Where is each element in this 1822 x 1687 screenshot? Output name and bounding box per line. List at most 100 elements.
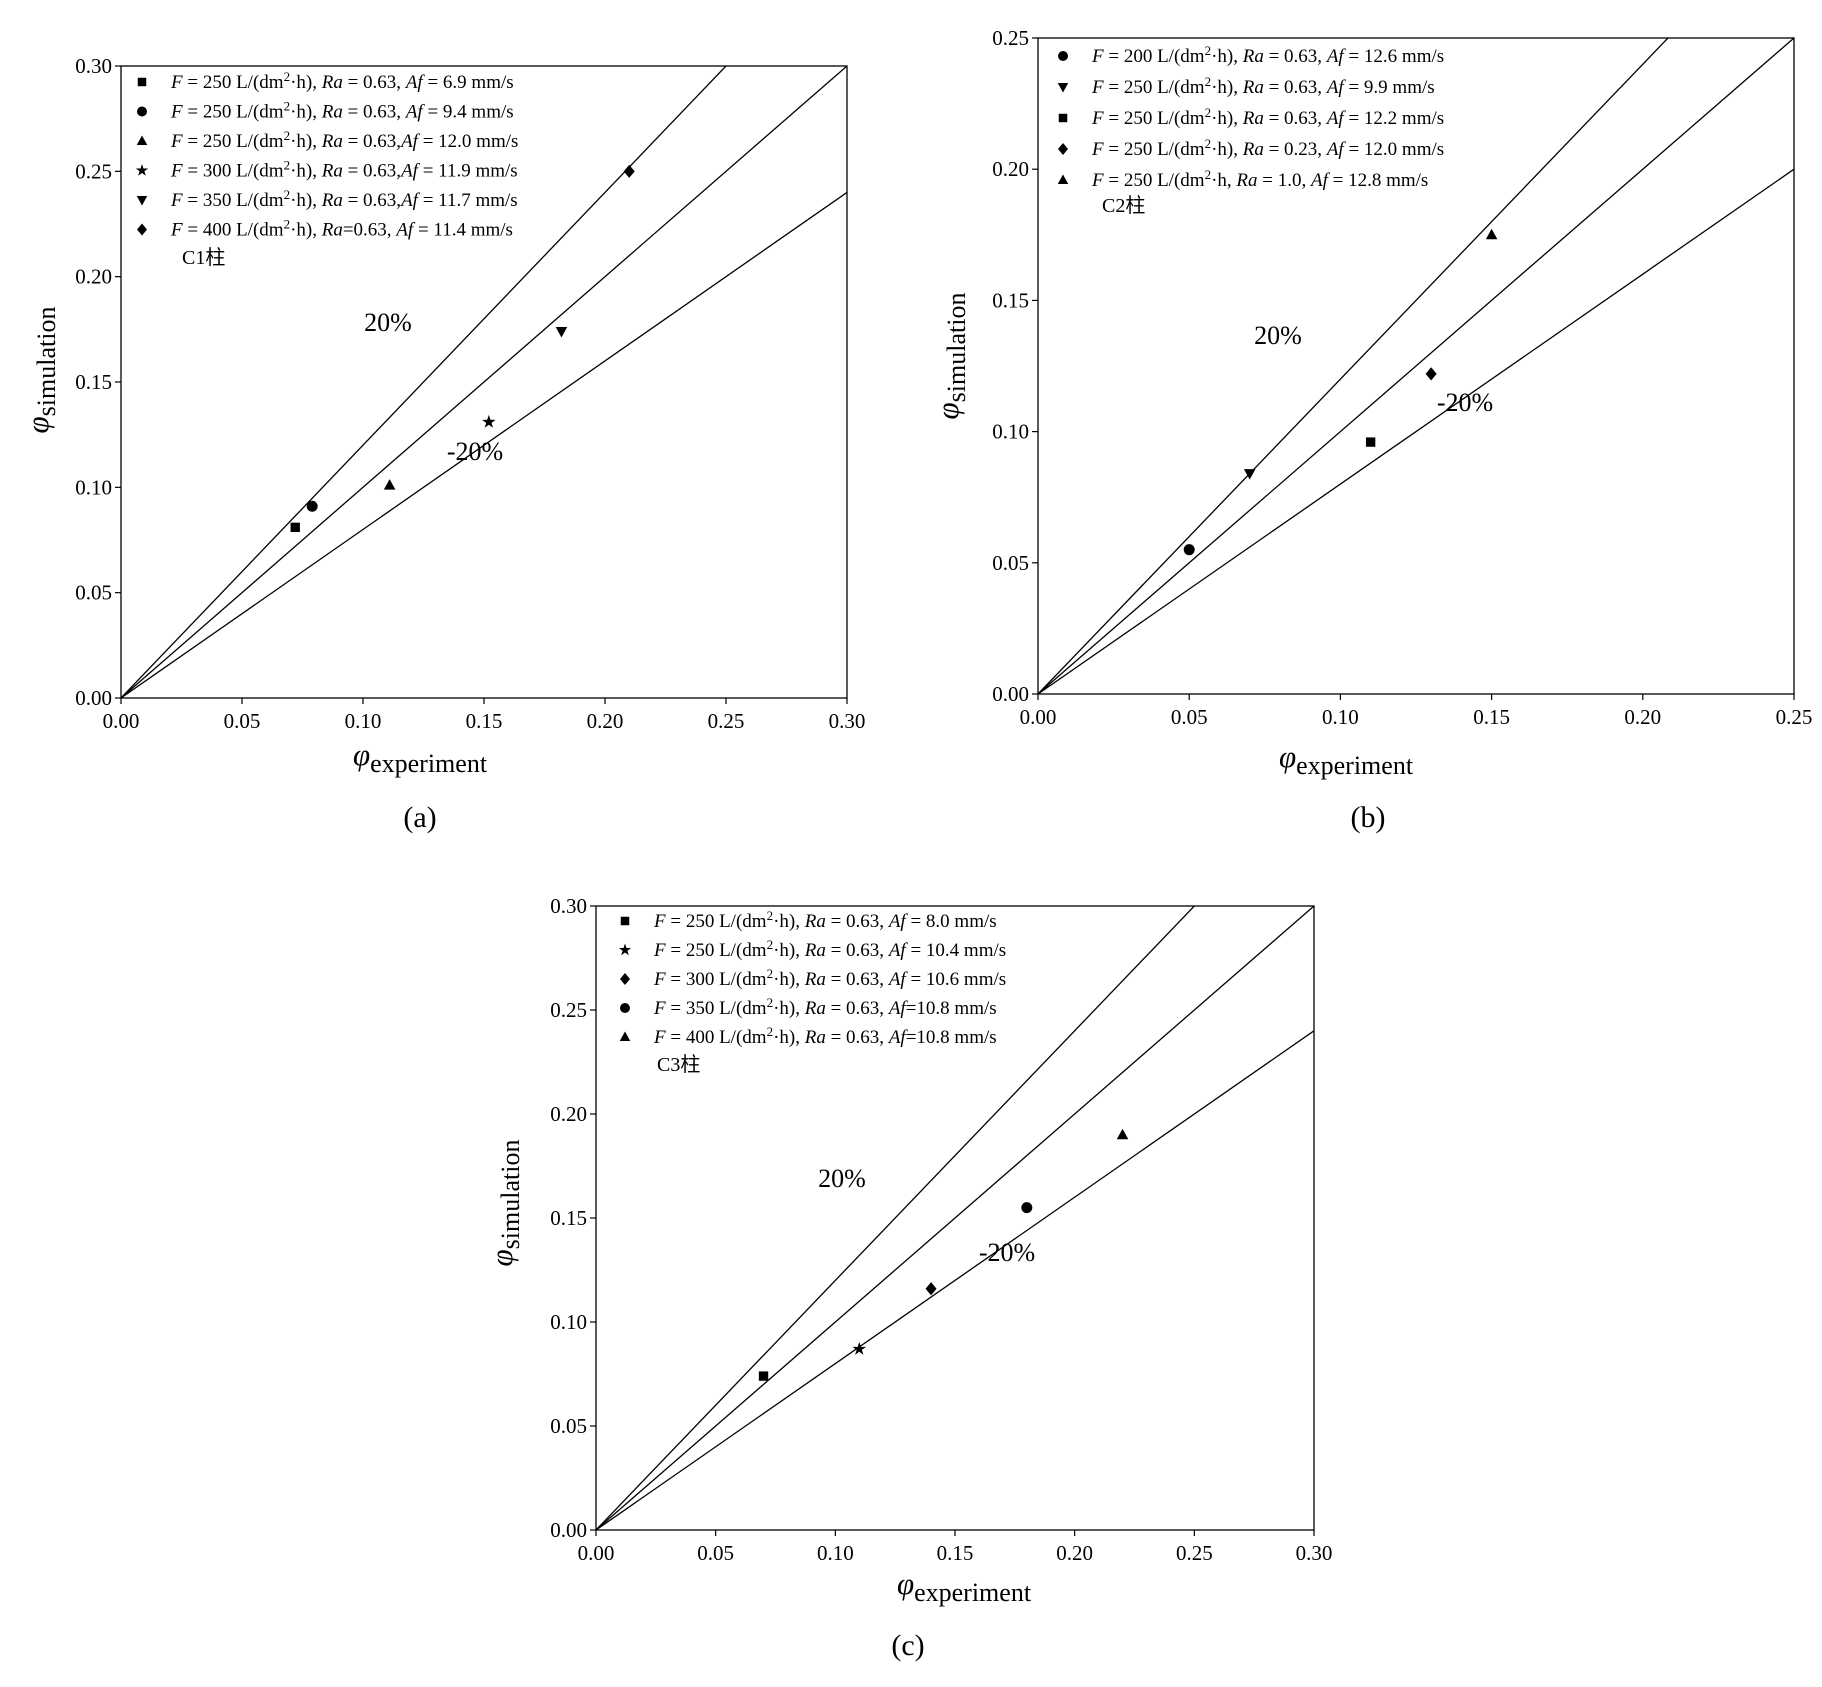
y-tick-label: 0.05 (550, 1414, 587, 1438)
legend-marker-square (137, 77, 147, 87)
x-axis-subscript: experiment (370, 749, 488, 778)
x-axis-symbol: φ (1279, 739, 1296, 774)
chart-panel-a: 0.00 0.05 0.10 0.15 0.20 0.25 0.30 0.00 0.05 0.10… (20, 54, 865, 834)
legend-entry: F = 250 L/(dm2·h), Ra = 0.63, Af = 6.9 m… (170, 69, 514, 94)
legend-marker-star (135, 164, 149, 176)
panel-caption: (a) (403, 801, 436, 834)
x-tick-label: 0.15 (466, 709, 503, 733)
x-axis-label: φexperiment (1279, 739, 1414, 780)
y-tick-label: 0.30 (550, 894, 587, 918)
y-tick-label: 0.20 (75, 265, 112, 289)
legend-entry: F = 300 L/(dm2·h), Ra = 0.63, Af = 10.6 … (653, 966, 1006, 991)
legend: F = 200 L/(dm2·h), Ra = 0.63, Af = 12.6 … (1057, 43, 1444, 217)
x-axis-symbol: φ (353, 737, 370, 772)
legend-entry: F = 300 L/(dm2·h), Ra = 0.63,Af = 11.9 m… (170, 157, 518, 182)
legend-entry: F = 250 L/(dm2·h), Ra = 0.63, Af = 10.4 … (653, 937, 1006, 962)
x-tick-label: 0.00 (578, 1541, 615, 1565)
reference-line-parity (1038, 38, 1794, 694)
x-tick-label: 0.20 (1624, 705, 1661, 729)
y-axis-subscript: simulation (496, 1140, 525, 1250)
y-tick-label: 0.15 (992, 288, 1029, 312)
reference-line-20pct (121, 66, 727, 698)
legend-marker-circle (1058, 51, 1068, 61)
y-axis-label: φsimulation (484, 1140, 525, 1267)
x-axis-label: φexperiment (897, 1566, 1032, 1607)
y-axis-subscript: simulation (942, 293, 971, 403)
panel-caption: (b) (1351, 801, 1386, 834)
legend-entry: F = 250 L/(dm2·h), Ra = 0.63, Af = 9.9 m… (1091, 74, 1435, 99)
legend-marker-circle (137, 106, 147, 117)
reference-line-20pct (1038, 38, 1669, 694)
x-tick-label: 0.00 (1020, 705, 1057, 729)
legend-marker-star (618, 943, 632, 956)
data-point-diamond (1425, 367, 1437, 381)
y-tick-label: 0.05 (992, 551, 1029, 575)
x-tick-label: 0.05 (1171, 705, 1208, 729)
x-tick-label: 0.25 (1176, 1541, 1213, 1565)
reference-line-parity (121, 66, 847, 698)
legend-entry: F = 250 L/(dm2·h), Ra = 0.63, Af = 12.2 … (1091, 105, 1444, 130)
x-tick-label: 0.05 (697, 1541, 734, 1565)
legend-entry: F = 250 L/(dm2·h, Ra = 1.0, Af = 12.8 mm… (1091, 167, 1428, 192)
reference-line--20pct (121, 191, 847, 698)
y-tick-label: 0.10 (75, 475, 112, 499)
legend-marker-diamond (620, 973, 630, 985)
y-tick-label: 0.00 (75, 686, 112, 710)
y-tick-label: 0.00 (550, 1518, 587, 1542)
reference-line--20pct (596, 1030, 1314, 1530)
chart-panel-b: 0.00 0.05 0.10 0.15 0.20 0.25 0.00 0.05 0.10 0.15… (930, 26, 1813, 834)
legend-marker-square (620, 916, 630, 926)
data-point-square (758, 1371, 769, 1381)
x-tick-label: 0.00 (103, 709, 140, 733)
column-label: C1柱 (182, 246, 225, 269)
data-point-square (290, 522, 300, 533)
band-label-plus-20: 20% (818, 1164, 866, 1193)
data-point-triangle-down (1243, 469, 1256, 480)
data-point-triangle-down (555, 327, 568, 338)
data-point-triangle-up (1116, 1128, 1129, 1140)
x-tick-label: 0.25 (708, 709, 745, 733)
x-axis-symbol: φ (897, 1566, 914, 1601)
legend-marker-triangle-up (619, 1031, 631, 1041)
data-point-triangle-up (383, 479, 396, 490)
x-tick-label: 0.15 (937, 1541, 974, 1565)
y-axis-symbol: φ (484, 1249, 519, 1266)
legend: F = 250 L/(dm2·h), Ra = 0.63, Af = 8.0 m… (618, 908, 1006, 1076)
y-tick-label: 0.30 (75, 54, 112, 78)
x-tick-label: 0.25 (1776, 705, 1813, 729)
reference-line-parity (596, 906, 1314, 1530)
data-point-star (482, 414, 496, 428)
reference-line-20pct (596, 906, 1196, 1530)
y-tick-label: 0.05 (75, 581, 112, 605)
column-label: C3柱 (657, 1053, 700, 1076)
data-point-circle (1021, 1202, 1033, 1214)
band-label-minus-20: -20% (1437, 388, 1493, 417)
plot-frame (1037, 37, 1795, 695)
band-label-minus-20: -20% (979, 1238, 1035, 1267)
legend-marker-circle (620, 1003, 630, 1013)
y-tick-label: 0.10 (992, 420, 1029, 444)
y-axis-label: φsimulation (20, 307, 61, 434)
band-label-plus-20: 20% (364, 308, 412, 337)
legend-marker-diamond (1058, 143, 1068, 155)
legend-marker-triangle-up (136, 135, 148, 145)
column-label: C2柱 (1102, 194, 1145, 217)
y-tick-label: 0.25 (992, 26, 1029, 50)
y-tick-label: 0.20 (550, 1102, 587, 1126)
x-axis-subscript: experiment (1296, 751, 1414, 780)
x-tick-label: 0.30 (1296, 1541, 1333, 1565)
chart-panel-c: 0.00 0.05 0.10 0.15 0.20 0.25 0.30 0.00 0.05 0.10… (484, 894, 1333, 1662)
legend-entry: F = 250 L/(dm2·h), Ra = 0.63, Af = 8.0 m… (653, 908, 997, 933)
data-point-diamond (623, 164, 635, 178)
legend-entry: F = 350 L/(dm2·h), Ra = 0.63, Af=10.8 mm… (653, 995, 997, 1020)
data-point-square (1365, 437, 1376, 447)
legend-marker-triangle-down (136, 196, 148, 206)
x-tick-label: 0.20 (587, 709, 624, 733)
y-tick-label: 0.20 (992, 157, 1029, 181)
legend-marker-triangle-up (1057, 174, 1069, 184)
y-axis-subscript: simulation (32, 307, 61, 417)
y-axis-symbol: φ (20, 416, 55, 433)
y-tick-label: 0.15 (550, 1206, 587, 1230)
y-tick-label: 0.00 (992, 682, 1029, 706)
